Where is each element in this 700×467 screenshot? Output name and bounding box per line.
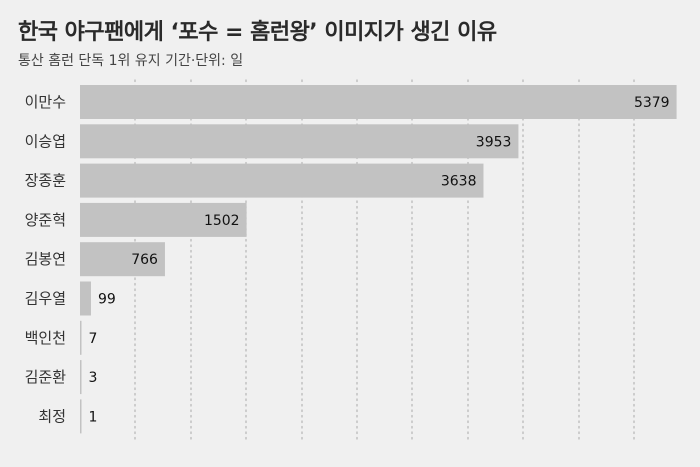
value-label-5: 99 (98, 292, 116, 308)
category-label-8: 최정 (38, 407, 66, 425)
category-label-6: 백인천 (25, 329, 66, 347)
value-label-6: 7 (89, 331, 98, 347)
category-label-3: 양준혁 (25, 211, 66, 229)
bar-6 (80, 320, 82, 355)
bar-5 (80, 281, 91, 316)
value-label-1: 3953 (476, 134, 512, 150)
category-label-0: 이만수 (25, 93, 66, 111)
bar-8 (80, 399, 82, 434)
bar-4 (80, 242, 165, 277)
value-label-2: 3638 (441, 174, 477, 190)
value-label-8: 1 (89, 409, 98, 425)
category-label-7: 김준환 (25, 368, 67, 386)
category-label-4: 김봉연 (25, 250, 66, 268)
value-label-0: 5379 (634, 95, 670, 111)
value-label-4: 766 (131, 252, 158, 268)
value-label-3: 1502 (204, 213, 240, 229)
category-label-1: 이승엽 (25, 132, 66, 150)
category-label-5: 김우열 (25, 290, 66, 308)
bar-1 (80, 124, 519, 159)
bar-7 (80, 360, 82, 395)
bar-3 (80, 202, 247, 237)
chart-subtitle: 통산 홈런 단독 1위 유지 기간·단위: 일 (18, 53, 244, 69)
chart-title: 한국 야구팬에게 ‘포수 = 홈런왕’ 이미지가 생긴 이유 (18, 20, 497, 45)
bar-0 (80, 85, 677, 119)
category-label-2: 장종훈 (25, 172, 66, 190)
bar-2 (80, 163, 484, 198)
value-label-7: 3 (89, 370, 98, 386)
